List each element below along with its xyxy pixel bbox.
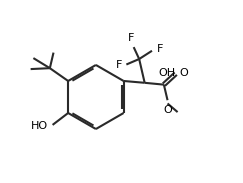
Text: O: O [180, 68, 189, 78]
Text: F: F [156, 44, 163, 54]
Text: F: F [128, 33, 134, 43]
Text: O: O [164, 105, 173, 115]
Text: F: F [115, 59, 122, 70]
Text: OH: OH [158, 68, 175, 78]
Text: HO: HO [31, 121, 48, 131]
